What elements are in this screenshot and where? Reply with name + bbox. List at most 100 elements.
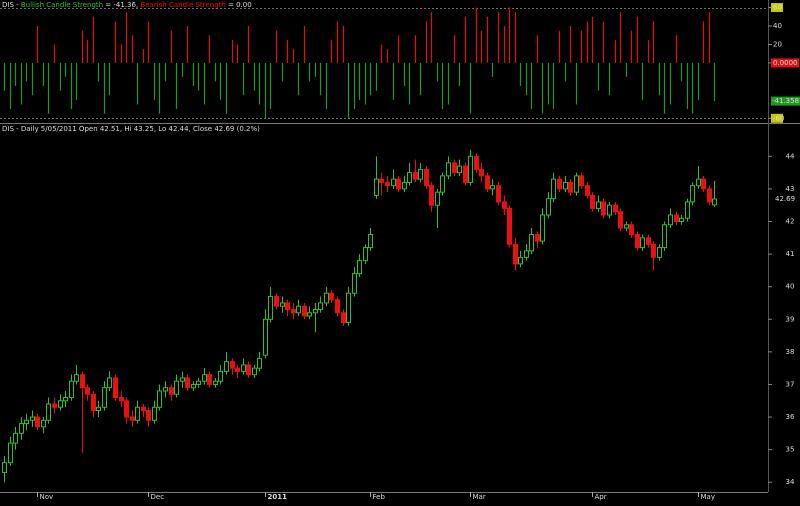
candle-body [52,403,57,408]
y-tick-label: 44 [786,152,795,160]
candle-body [446,162,451,177]
candle-body [474,155,479,170]
candle-body [674,214,679,223]
candle-body [651,243,656,258]
candle-body [496,185,501,203]
candle-body [563,181,568,190]
title-part: Bearish Candle Strength [140,1,225,9]
candle-body [712,198,717,206]
candle-body [169,387,174,395]
candle-body [368,234,373,249]
candle-body [85,387,90,395]
candle-body [485,175,490,190]
candle-body [407,172,412,183]
candle-body [601,201,606,216]
candle-body [302,305,307,317]
candle-body [263,318,268,356]
candle-body [46,403,51,421]
candle-body [285,302,290,311]
candle-body [130,416,135,421]
title-part: = 0.00 [226,1,252,9]
candle-body [141,406,146,412]
candle-body [690,185,695,203]
y-tick-label: 20 [773,40,782,48]
candle-body [224,361,229,372]
candle-body [296,305,301,314]
candle-body [535,234,540,242]
candle-body [457,165,462,174]
candle-body [2,462,7,473]
candle-body [596,201,601,209]
candle-body [324,292,329,304]
candle-body [402,181,407,190]
candle-body [568,181,573,193]
last-value-box [771,96,800,106]
candle-body [385,181,390,187]
candle-body [557,178,562,190]
y-tick-label: 40 [786,283,795,291]
candle-body [701,178,706,190]
candle-body [529,234,534,252]
candle-body [174,380,179,395]
y-tick-label: 42 [786,218,795,226]
last-price-label: 42.69 [775,195,795,203]
candle-body [507,207,512,245]
candle-body [274,295,279,307]
y-tick-box [771,113,783,123]
candle-body [152,406,157,421]
candle-body [241,364,246,372]
candle-body [341,312,346,324]
y-tick-label: 34 [786,478,795,486]
indicator-title: DIS - Bullish Candle Strength = -41.36, … [2,1,252,9]
candle-body [413,172,418,180]
candle-body [113,377,118,398]
candle-body [646,237,651,245]
candle-body [329,292,334,301]
y-tick-label: 40 [773,22,782,30]
candle-body [19,423,24,434]
candle-body [335,299,340,314]
candle-body [63,396,68,402]
candle-body [58,400,63,408]
candle-body [24,419,29,425]
candle-body [502,201,507,209]
candle-body [30,416,35,421]
candle-body [585,185,590,196]
candle-body [257,357,262,369]
candle-body [546,198,551,216]
x-tick-label: 2011 [268,493,288,501]
candle-body [307,312,312,317]
x-tick-label: May [701,493,715,501]
candle-body [157,390,162,408]
candle-body [662,224,667,249]
candle-body [540,214,545,242]
y-tick-label: 60 [773,4,782,12]
y-tick-label: -60 [773,114,784,122]
candle-body [657,247,662,258]
candle-body [357,260,362,275]
candle-body [185,377,190,389]
candle-body [230,361,235,369]
candle-body [202,374,207,382]
candle-body [280,302,285,307]
last-value-label: -41.3581 [772,97,800,105]
candle-body [246,364,251,376]
candle-body [74,374,79,382]
y-tick-label: 38 [786,348,795,356]
candle-body [590,194,595,209]
candle-body [8,442,13,464]
candle-body [574,175,579,193]
candle-body [463,165,468,183]
y-tick-label: 37 [786,380,795,388]
candle-body [635,234,640,249]
price-title: DIS - Daily 5/05/2011 Open 42.51, Hi 43.… [2,125,260,133]
candle-body [679,217,684,223]
candle-body [379,178,384,183]
candle-body [435,191,440,206]
candle-body [146,410,151,421]
candle-body [551,178,556,200]
title-part: DIS - [2,1,21,9]
candle-body [291,309,296,314]
candle-body [468,155,473,183]
